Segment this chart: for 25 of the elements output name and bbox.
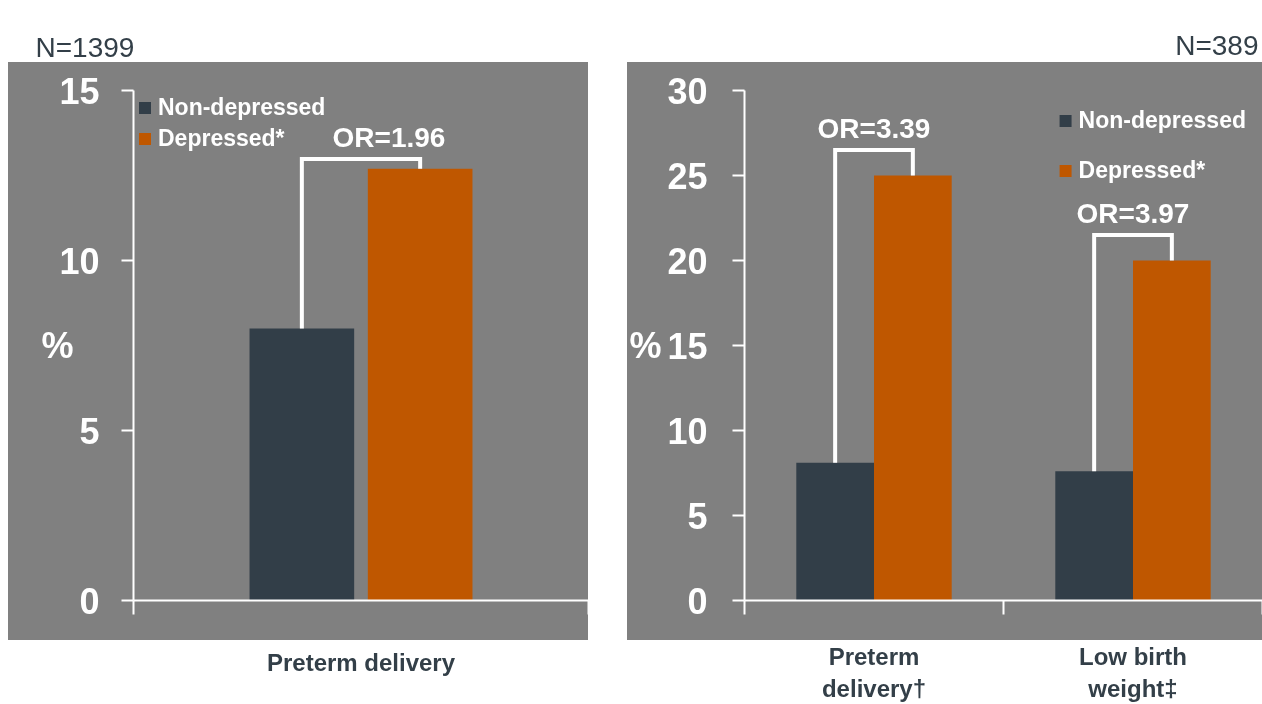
y-axis-title: % — [41, 325, 74, 366]
y-tick-label: 15 — [667, 325, 708, 367]
y-tick-label: 5 — [79, 410, 100, 452]
x-tick-label: Low birth weight‡ — [1079, 642, 1187, 702]
y-tick-label: 0 — [79, 580, 100, 622]
y-tick-label: 0 — [687, 580, 708, 622]
y-tick-label: 10 — [59, 240, 100, 282]
chart-title: N=389 — [1175, 29, 1259, 61]
legend-label: Depressed* — [158, 125, 285, 152]
y-tick-label: 20 — [667, 240, 708, 282]
annotation: OR=1.96 — [332, 121, 446, 153]
chart-title: N=1399 — [35, 32, 135, 63]
annotation: OR=3.97 — [1076, 197, 1190, 229]
legend-label: Non-depressed — [158, 94, 326, 121]
y-tick-label: 15 — [59, 70, 100, 112]
legend-label: Non-depressed — [1078, 106, 1246, 134]
annotation: OR=3.39 — [817, 112, 931, 144]
y-tick-label: 30 — [667, 70, 708, 112]
y-tick-label: 25 — [667, 155, 708, 197]
y-tick-label: 10 — [667, 410, 708, 452]
legend-label: Depressed* — [1078, 156, 1206, 184]
x-tick-label: Preterm delivery† — [821, 642, 927, 702]
y-axis-title: % — [629, 325, 662, 366]
y-tick-label: 5 — [687, 495, 708, 537]
x-tick-label: Preterm delivery — [266, 648, 456, 676]
